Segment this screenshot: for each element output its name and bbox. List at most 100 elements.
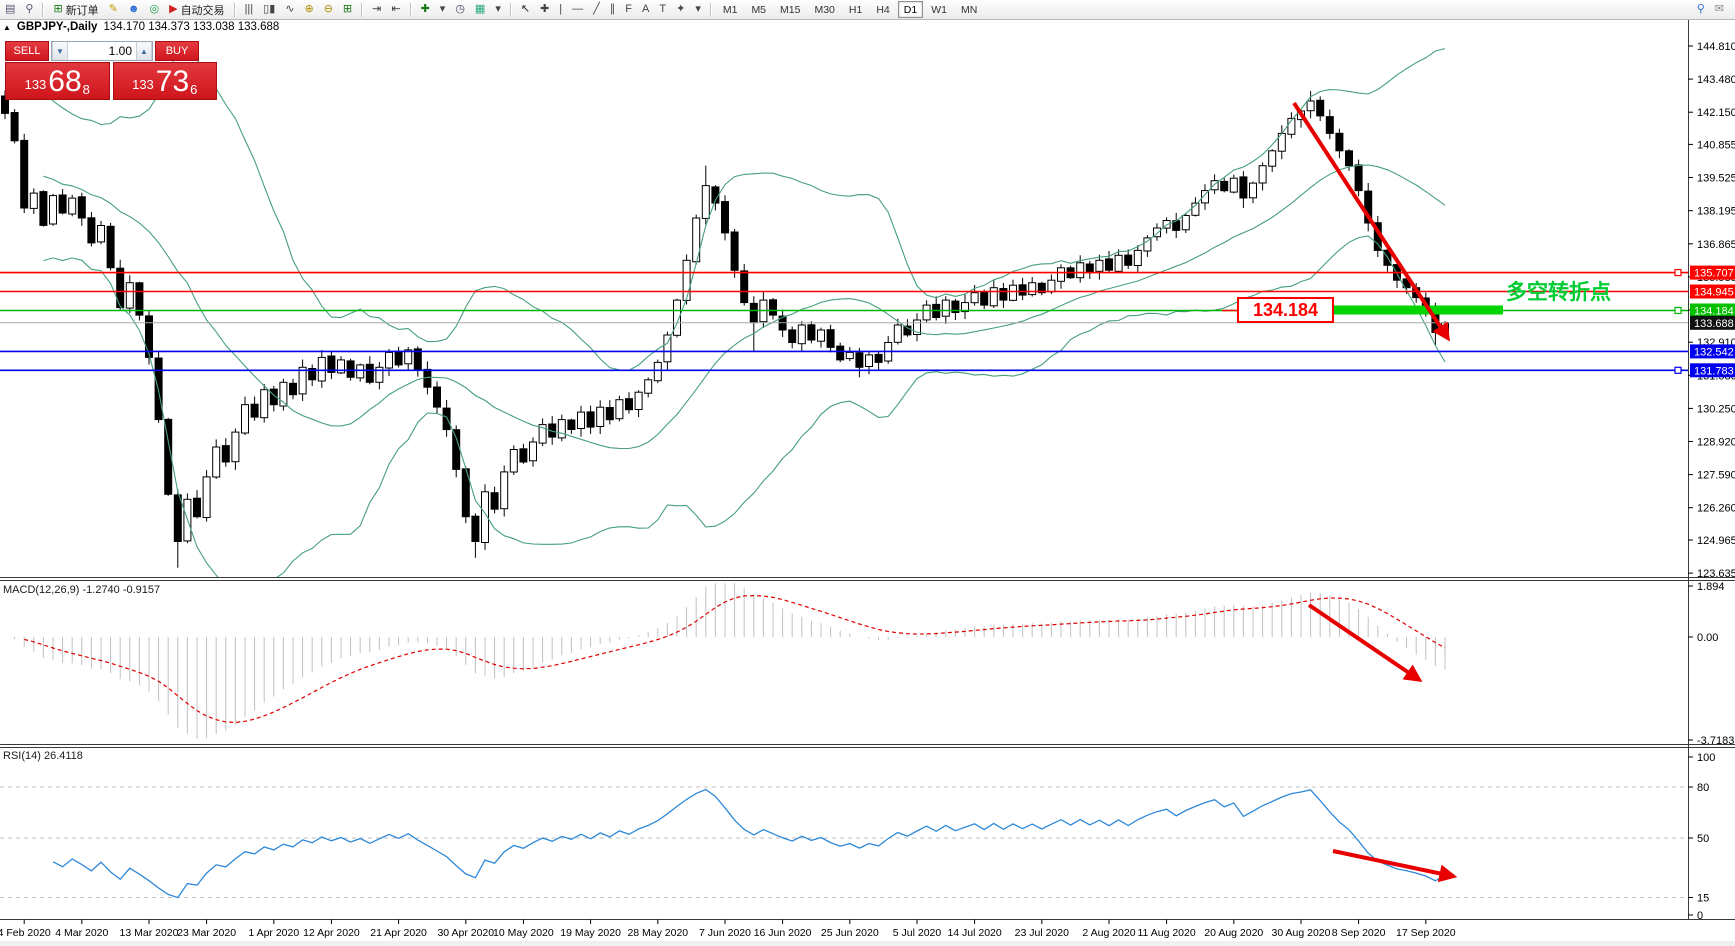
svg-text:132.542: 132.542	[1694, 346, 1734, 358]
fibonacci-button[interactable]: F	[621, 0, 636, 19]
toolbar-separator	[709, 2, 712, 17]
autotrading-button[interactable]: ▶ 自动交易	[165, 0, 228, 19]
zoom-in-button[interactable]: ⊕	[300, 0, 317, 19]
svg-text:127.590: 127.590	[1697, 470, 1735, 482]
svg-text:128.920: 128.920	[1697, 437, 1735, 449]
svg-text:123.635: 123.635	[1697, 568, 1735, 580]
sell-price-pip: 8	[82, 82, 90, 97]
timeframe-M1-button[interactable]: M1	[722, 3, 738, 16]
indicators-dropdown-button[interactable]: ▾	[436, 0, 450, 19]
periods-button[interactable]: ◷	[451, 0, 469, 19]
timeframe-H1-button[interactable]: H1	[848, 3, 863, 16]
volume-decrease-icon[interactable]: ▼	[52, 42, 68, 60]
zoom-out-button[interactable]: ⊖	[320, 0, 337, 19]
collapse-icon[interactable]: ▲	[3, 22, 11, 32]
search-icon: ⚲	[1696, 3, 1705, 15]
sell-price-panel[interactable]: 133 68 8	[5, 62, 110, 100]
candle-chart-button[interactable]: ▯▮	[259, 0, 279, 19]
search-button[interactable]: ⚲	[1693, 0, 1709, 19]
shapes-dropdown-button[interactable]: ▾	[691, 0, 705, 19]
svg-text:-3.7183: -3.7183	[1697, 735, 1734, 747]
sell-button[interactable]: SELL	[5, 41, 49, 61]
signals-button[interactable]: ◎	[145, 0, 163, 19]
timeframe-D1-button[interactable]: D1	[897, 1, 924, 18]
signals-icon: ◎	[149, 3, 160, 15]
label-button[interactable]: T	[655, 0, 670, 19]
trend-arrow-macd[interactable]	[1307, 603, 1423, 683]
community-button[interactable]: ☻	[124, 0, 144, 19]
templates-dropdown-button[interactable]: ▾	[491, 0, 505, 19]
hline-handle[interactable]	[1674, 306, 1682, 315]
hline-handle[interactable]	[1674, 269, 1682, 277]
svg-text:12 Apr 2020: 12 Apr 2020	[303, 927, 360, 939]
bollinger-middle-band[interactable]	[43, 164, 1446, 450]
toolbar-separator	[361, 2, 364, 17]
support-zone-bar[interactable]	[1334, 305, 1503, 315]
fibonacci-icon: F	[625, 3, 633, 15]
pane-separators[interactable]	[0, 20, 1735, 920]
svg-text:25 Jun 2020: 25 Jun 2020	[821, 927, 879, 939]
svg-text:21 Apr 2020: 21 Apr 2020	[370, 927, 427, 939]
cursor-button[interactable]: ↖	[517, 0, 534, 19]
volume-input[interactable]	[68, 42, 136, 60]
bollinger-upper-band[interactable]	[43, 46, 1446, 371]
templates-button[interactable]: ▦	[471, 0, 489, 19]
templates-icon: ▦	[474, 3, 486, 15]
svg-text:0: 0	[1697, 910, 1703, 922]
trend-arrow-rsi[interactable]	[1332, 849, 1458, 883]
trendline-button[interactable]: ╱	[589, 0, 604, 19]
rsi-line	[52, 788, 1446, 899]
timeframe-M15-button[interactable]: M15	[780, 3, 801, 16]
autotrading-icon: ▶	[169, 3, 178, 15]
indicators-button[interactable]: ✚	[417, 0, 434, 19]
rsi-value: 26.4118	[43, 750, 83, 762]
symbol-ohlc: 134.170 134.373 133.038 133.688	[103, 21, 280, 33]
auto-scroll-button[interactable]: ⇥	[368, 0, 385, 19]
crosshair-button[interactable]: ✚	[536, 0, 553, 19]
svg-text:143.480: 143.480	[1697, 74, 1735, 86]
line-chart-button[interactable]: ∿	[281, 0, 298, 19]
svg-text:8 Sep 2020: 8 Sep 2020	[1332, 927, 1386, 939]
horizontal-line-button[interactable]: —	[568, 0, 587, 19]
new-order-button[interactable]: ⊞ 新订单	[49, 0, 102, 19]
macd-axis[interactable]: 1.894 0.00 -3.7183	[1688, 581, 1734, 747]
rsi-axis[interactable]: 100 80 50 15 0	[1688, 752, 1715, 922]
svg-text:126.260: 126.260	[1697, 503, 1735, 515]
shapes-button[interactable]: ✦	[672, 0, 689, 19]
crosshair-icon: ✚	[540, 3, 550, 15]
chart-background	[0, 19, 1735, 941]
rsi-indicator-label: RSI(14) 26.4118	[3, 750, 83, 762]
turning-point-annotation[interactable]: 多空转折点	[1506, 281, 1611, 304]
timeframe-MN-button[interactable]: MN	[960, 3, 978, 16]
timeframe-H4-button[interactable]: H4	[876, 3, 890, 16]
metaeditor-button[interactable]: ✎	[105, 0, 122, 19]
svg-text:80: 80	[1697, 782, 1709, 794]
timeframe-M30-button[interactable]: M30	[814, 3, 835, 16]
channel-button[interactable]: ∥	[606, 0, 620, 19]
vertical-line-button[interactable]: |	[555, 0, 566, 19]
indicators-dropdown-icon: ▾	[439, 3, 446, 15]
cursor-icon: ↖	[520, 3, 531, 15]
charts-grid-button[interactable]: ▤	[1, 0, 19, 19]
tile-windows-button[interactable]: ⊞	[339, 0, 356, 19]
timeframe-W1-button[interactable]: W1	[931, 3, 947, 16]
svg-text:50: 50	[1697, 833, 1709, 845]
chart-shift-button[interactable]: ⇤	[387, 0, 404, 19]
text-button[interactable]: A	[638, 0, 653, 19]
svg-text:133.688: 133.688	[1694, 318, 1734, 330]
svg-text:28 May 2020: 28 May 2020	[627, 927, 688, 939]
buy-button[interactable]: BUY	[155, 41, 199, 61]
data-window-button[interactable]: ⚲	[21, 0, 37, 19]
price-annotation-label[interactable]: 134.184	[1237, 297, 1334, 323]
volume-increase-icon[interactable]: ▲	[136, 42, 152, 60]
chat-button[interactable]: ✉	[1711, 0, 1728, 19]
text-icon: A	[642, 3, 650, 15]
horizontal-line-icon: —	[572, 3, 584, 15]
trend-arrow-main[interactable]	[1292, 101, 1450, 342]
bar-chart-button[interactable]: |||	[241, 0, 258, 19]
hline-handle[interactable]	[1674, 366, 1682, 374]
timeframe-M5-button[interactable]: M5	[751, 3, 767, 16]
buy-price-panel[interactable]: 133 73 6	[112, 62, 217, 100]
